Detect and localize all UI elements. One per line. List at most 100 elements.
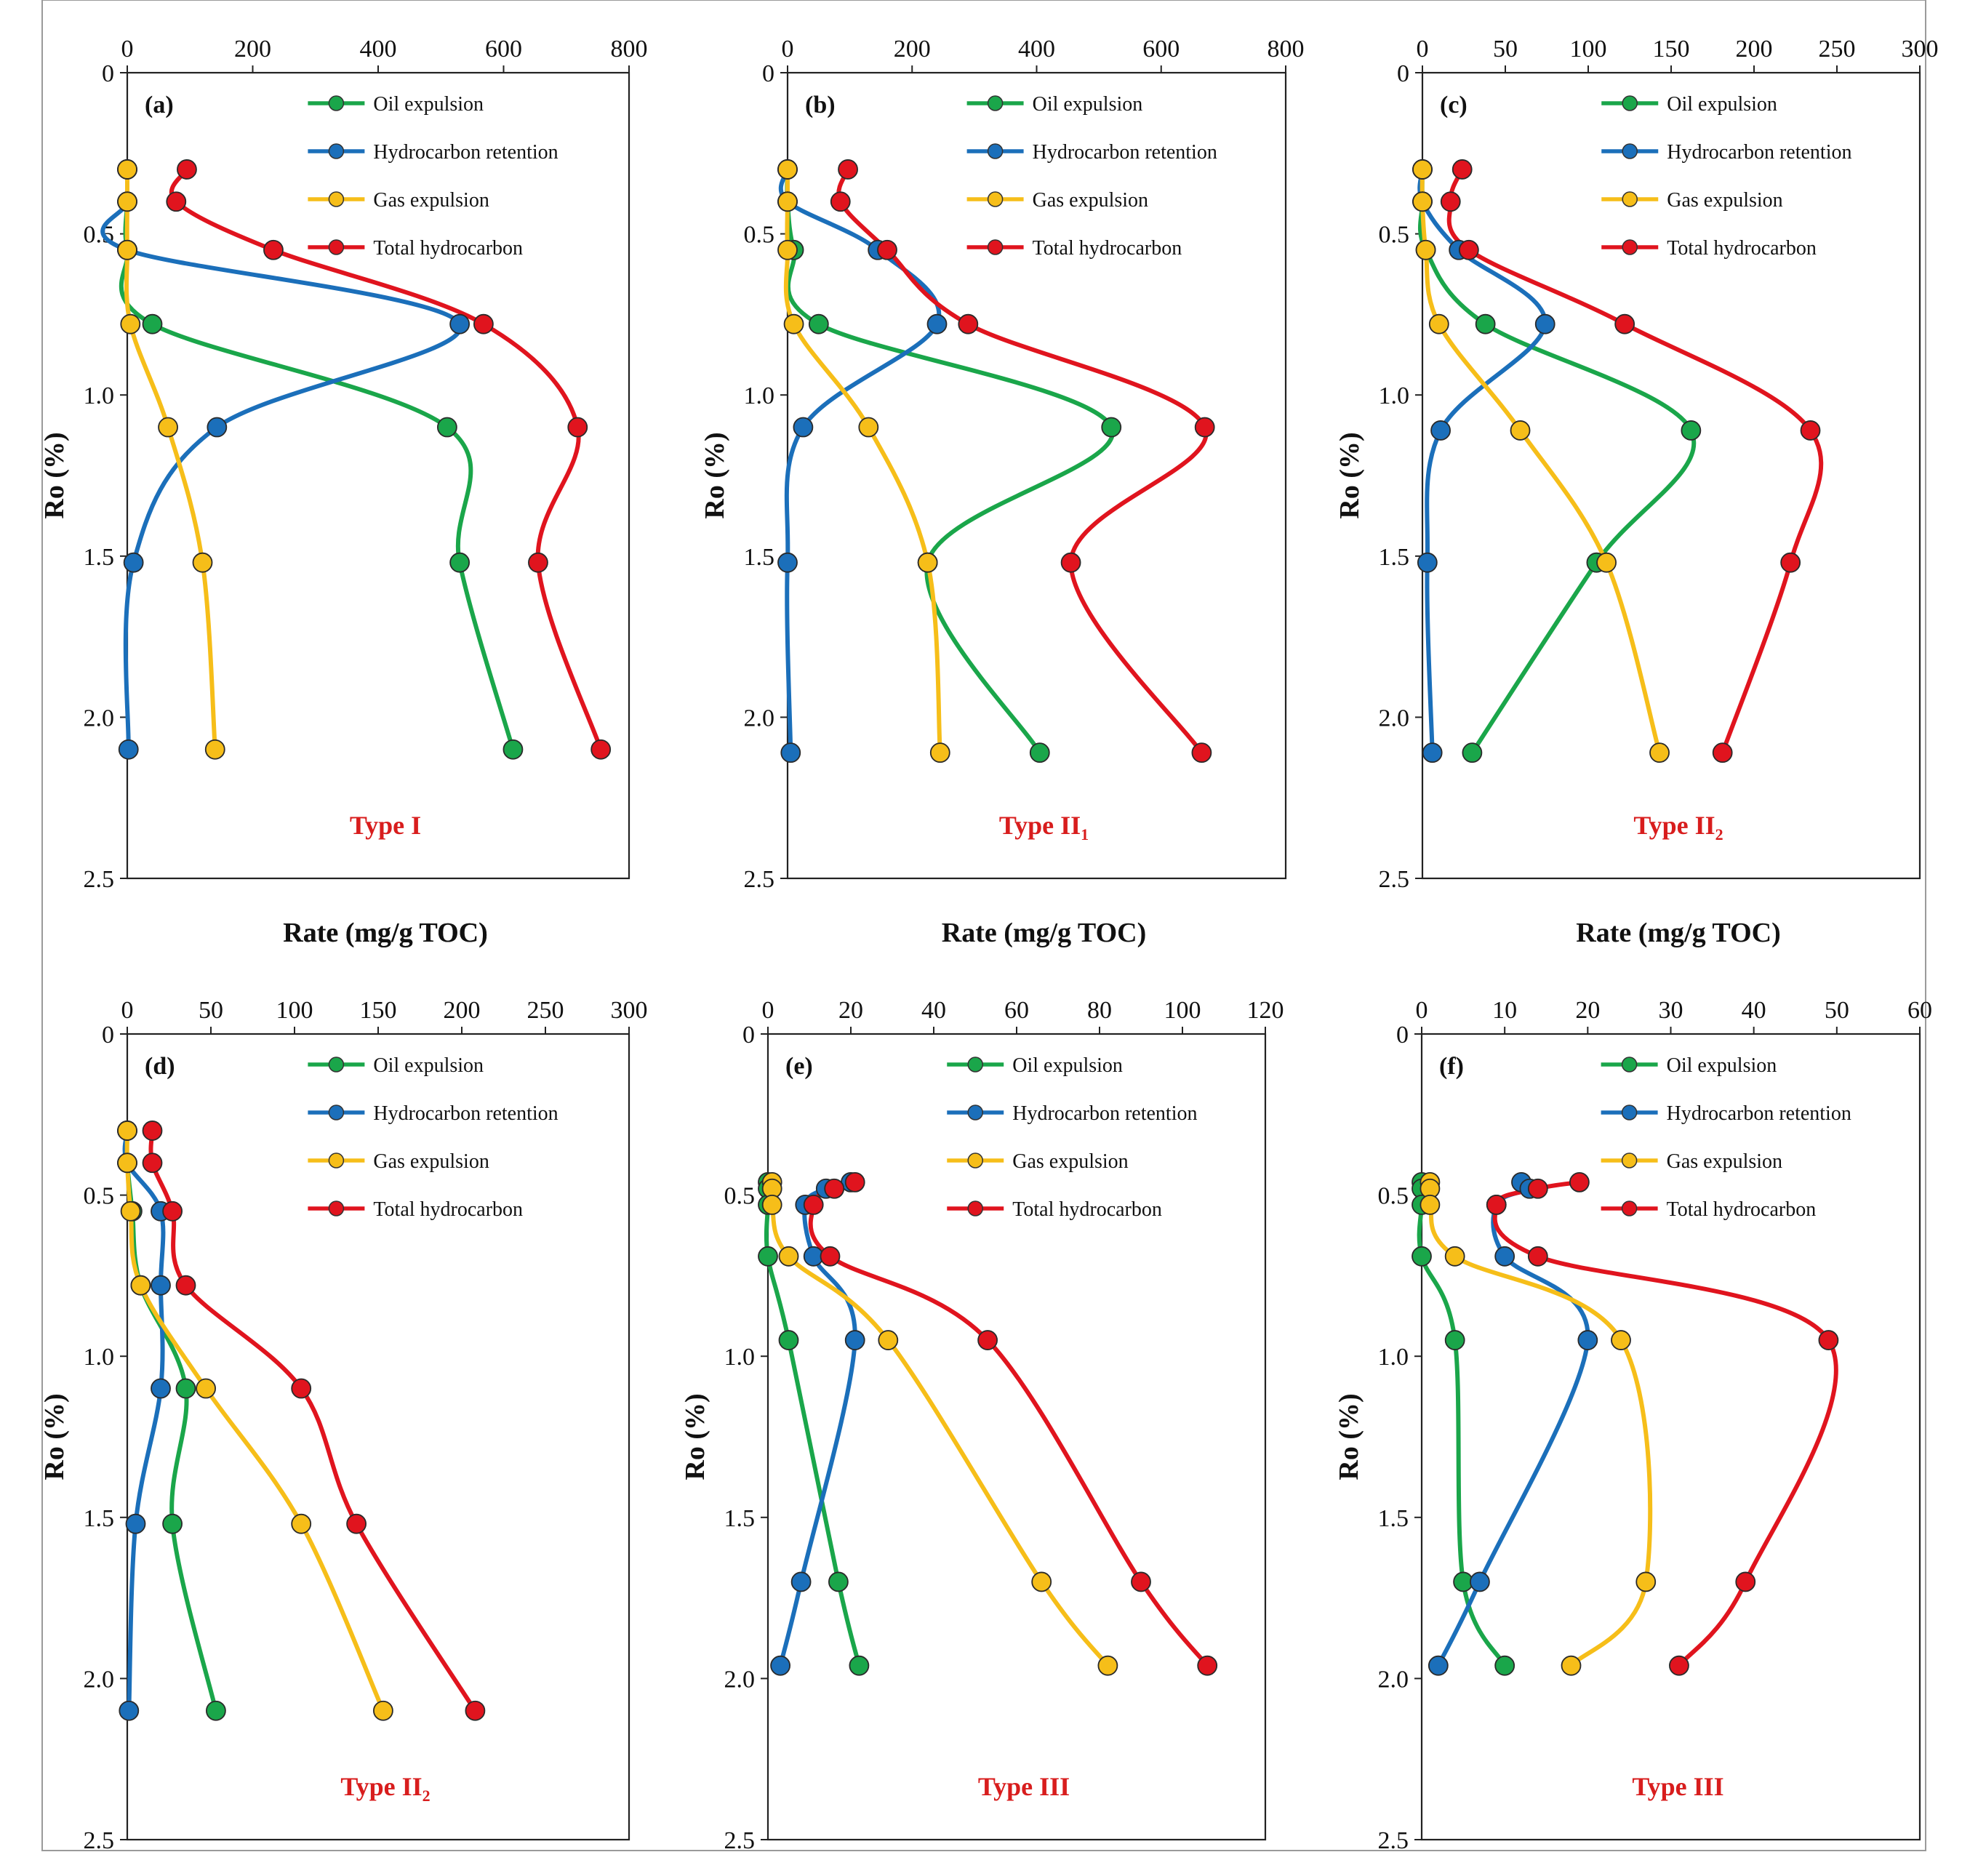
legend-item-oil-expulsion: Oil expulsion bbox=[966, 93, 1143, 116]
legend-item-total-hydrocarbon: Total hydrocarbon bbox=[1601, 1198, 1817, 1221]
data-point-hydrocarbon-retention bbox=[793, 417, 814, 438]
type-label: Type I bbox=[350, 811, 421, 840]
data-point-total-hydrocarbon bbox=[1191, 742, 1212, 763]
series-line-oil-expulsion bbox=[1417, 167, 1697, 755]
y-tick-label: 0.5 bbox=[1379, 222, 1410, 249]
y-tick-label: 0 bbox=[102, 1022, 114, 1049]
data-point-total-hydrocarbon bbox=[1452, 159, 1473, 180]
legend-label: Oil expulsion bbox=[1033, 93, 1143, 116]
x-tick-label: 40 bbox=[921, 997, 946, 1024]
y-axis-title: Ro (%) bbox=[39, 1393, 70, 1480]
x-axis-title: Rate (mg/g TOC) bbox=[1576, 918, 1780, 948]
series-line-gas-expulsion bbox=[783, 167, 942, 755]
x-tick-label: 250 bbox=[527, 997, 564, 1024]
data-point-gas-expulsion bbox=[117, 1121, 137, 1141]
type-label-subscript: 2 bbox=[1715, 825, 1723, 843]
legend-item-total-hydrocarbon: Total hydrocarbon bbox=[947, 1198, 1162, 1221]
x-tick-label: 200 bbox=[1736, 36, 1773, 63]
data-point-gas-expulsion bbox=[783, 313, 804, 334]
data-point-total-hydrocarbon bbox=[1614, 313, 1635, 334]
legend-label: Total hydrocarbon bbox=[1667, 1198, 1817, 1221]
legend-label: Gas expulsion bbox=[373, 189, 489, 212]
data-point-gas-expulsion bbox=[778, 1246, 799, 1267]
type-label: Type II1 bbox=[999, 811, 1089, 843]
data-point-total-hydrocarbon bbox=[1780, 552, 1801, 573]
data-point-total-hydrocarbon bbox=[1486, 1194, 1507, 1215]
x-tick-label: 800 bbox=[611, 36, 648, 63]
data-point-hydrocarbon-retention bbox=[125, 1513, 146, 1534]
x-tick-label: 50 bbox=[1493, 36, 1518, 63]
data-point-hydrocarbon-retention bbox=[1470, 1571, 1490, 1592]
data-point-hydrocarbon-retention bbox=[118, 739, 139, 760]
legend-swatch-marker bbox=[328, 239, 345, 255]
y-tick-label: 1.0 bbox=[84, 382, 115, 409]
panel-f: 0 10 20 30 40 50 60 0 0.5 1.0 1.5 2.0 2.5 Ro (%) (f) Ty… bbox=[1334, 997, 1932, 1854]
data-point-total-hydrocarbon bbox=[1527, 1246, 1548, 1267]
x-tick-label: 600 bbox=[485, 36, 522, 63]
data-point-gas-expulsion bbox=[1428, 313, 1449, 334]
data-point-total-hydrocarbon bbox=[977, 1330, 998, 1350]
legend-swatch-marker bbox=[1621, 1105, 1638, 1121]
data-point-total-hydrocarbon bbox=[803, 1194, 824, 1215]
data-point-oil-expulsion bbox=[1412, 1246, 1432, 1267]
y-tick-label: 1.5 bbox=[724, 1505, 756, 1532]
panel-label: (c) bbox=[1440, 92, 1468, 119]
panel-label: (b) bbox=[805, 92, 836, 119]
data-point-oil-expulsion bbox=[162, 1513, 183, 1534]
y-tick-label: 2.0 bbox=[744, 705, 775, 731]
data-point-gas-expulsion bbox=[777, 191, 798, 212]
data-point-total-hydrocarbon bbox=[1569, 1171, 1590, 1192]
data-point-gas-expulsion bbox=[1415, 239, 1436, 260]
series-line-hydrocarbon-retention bbox=[778, 167, 942, 755]
data-point-gas-expulsion bbox=[1649, 742, 1670, 763]
data-point-hydrocarbon-retention bbox=[926, 313, 948, 334]
x-tick-label: 800 bbox=[1268, 36, 1305, 63]
legend-swatch-marker bbox=[987, 95, 1004, 111]
y-tick-label: 0 bbox=[1397, 60, 1409, 87]
y-tick-label: 0.5 bbox=[84, 1183, 115, 1210]
x-tick-label: 100 bbox=[1570, 36, 1607, 63]
legend-label: Gas expulsion bbox=[1667, 189, 1782, 212]
series-line-hydrocarbon-retention bbox=[1417, 167, 1547, 755]
y-tick-label: 2.0 bbox=[84, 705, 115, 731]
x-tick-label: 60 bbox=[1907, 997, 1932, 1024]
legend-swatch-marker bbox=[1622, 191, 1638, 207]
legend-item-total-hydrocarbon: Total hydrocarbon bbox=[308, 237, 523, 260]
series-line-oil-expulsion bbox=[785, 167, 1115, 755]
y-tick-label: 1.5 bbox=[1379, 544, 1410, 571]
panel-label: (e) bbox=[785, 1053, 813, 1080]
data-point-total-hydrocarbon bbox=[1060, 552, 1081, 573]
data-point-total-hydrocarbon bbox=[830, 191, 851, 212]
data-point-hydrocarbon-retention bbox=[449, 313, 471, 334]
y-tick-label: 2.0 bbox=[84, 1666, 115, 1693]
data-point-oil-expulsion bbox=[828, 1571, 849, 1592]
y-axis-title: Ro (%) bbox=[700, 432, 730, 518]
y-tick-label: 0 bbox=[1396, 1022, 1409, 1049]
data-point-total-hydrocarbon bbox=[263, 239, 284, 260]
data-point-oil-expulsion bbox=[502, 739, 524, 760]
data-point-total-hydrocarbon bbox=[473, 313, 494, 334]
x-tick-label: 300 bbox=[1902, 36, 1939, 63]
data-point-total-hydrocarbon bbox=[142, 1121, 163, 1141]
legend-label: Oil expulsion bbox=[1012, 1054, 1123, 1077]
data-point-total-hydrocarbon bbox=[1197, 1655, 1218, 1676]
data-point-hydrocarbon-retention bbox=[780, 742, 801, 763]
type-label-subscript: 2 bbox=[423, 1787, 431, 1805]
legend-label: Total hydrocarbon bbox=[1012, 1198, 1162, 1221]
data-point-gas-expulsion bbox=[858, 417, 879, 438]
data-point-gas-expulsion bbox=[777, 239, 798, 260]
x-tick-label: 200 bbox=[444, 997, 481, 1024]
data-point-gas-expulsion bbox=[1596, 552, 1617, 573]
series-line-hydrocarbon-retention bbox=[122, 1129, 166, 1713]
legend-label: Oil expulsion bbox=[373, 93, 484, 116]
data-point-total-hydrocarbon bbox=[142, 1153, 163, 1174]
y-tick-label: 1.5 bbox=[84, 544, 115, 571]
data-point-total-hydrocarbon bbox=[1669, 1655, 1689, 1676]
plot-frame bbox=[766, 1033, 1267, 1841]
y-tick-label: 2.5 bbox=[1379, 866, 1410, 893]
y-tick-label: 2.0 bbox=[1379, 705, 1410, 731]
data-point-oil-expulsion bbox=[449, 552, 471, 573]
panel-a: 0 200 400 600 800 0 0.5 1.0 1.5 2.0 2.5 Ro (%) Rate … bbox=[39, 36, 648, 948]
legend-label: Oil expulsion bbox=[1667, 1054, 1777, 1077]
legend-swatch-marker bbox=[987, 191, 1004, 207]
